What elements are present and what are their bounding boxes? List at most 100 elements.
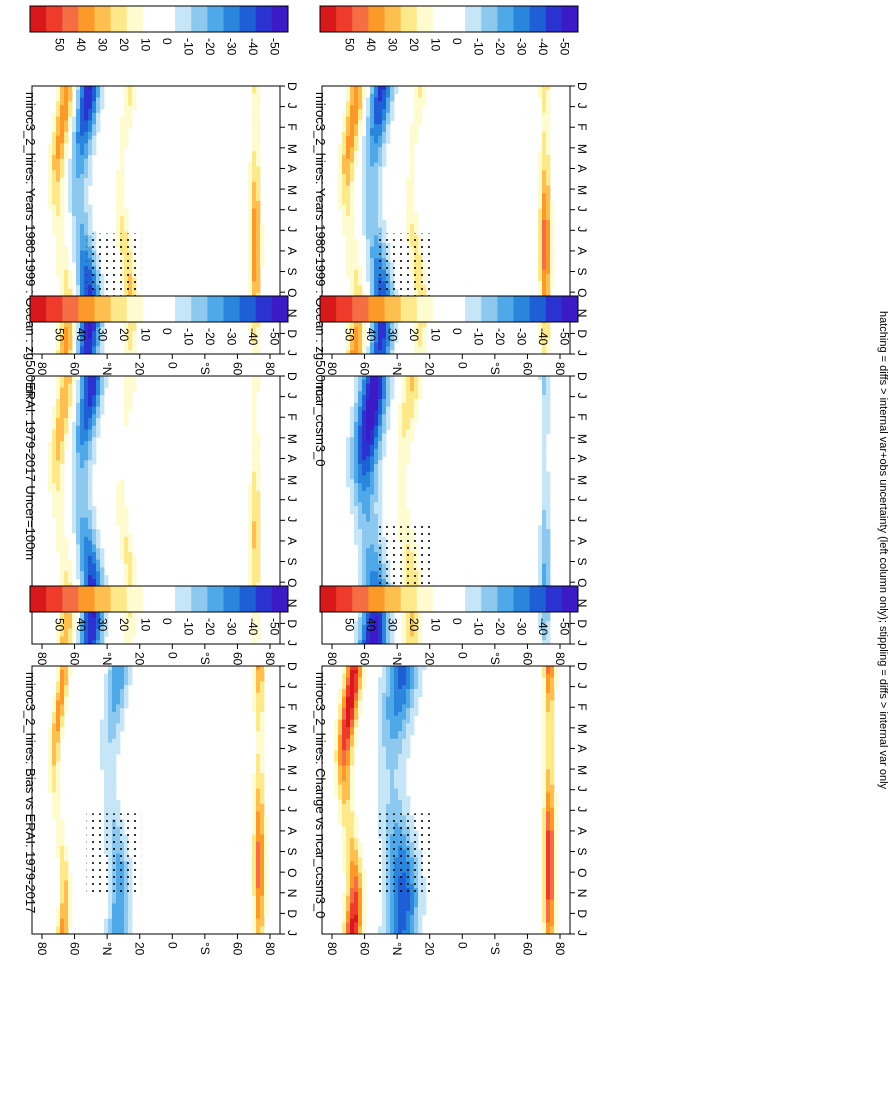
heatmap-cell [56, 479, 60, 483]
heatmap-cell [410, 170, 414, 174]
heatmap-cell [390, 380, 394, 384]
heatmap-cell [88, 224, 92, 228]
heatmap-cell [72, 228, 76, 232]
heatmap-cell [64, 923, 68, 927]
heatmap-cell [48, 735, 52, 739]
heatmap-cell [346, 201, 350, 205]
heatmap-cell [92, 560, 96, 564]
heatmap-cell [48, 777, 52, 781]
heatmap-cell [68, 193, 72, 197]
heatmap-cell [52, 456, 56, 460]
heatmap-cell [76, 285, 80, 289]
heatmap-cell [370, 407, 374, 411]
heatmap-cell [60, 418, 64, 422]
heatmap-cell [386, 132, 390, 136]
heatmap-cell [406, 514, 410, 518]
heatmap-cell [362, 414, 366, 418]
heatmap-cell [56, 212, 60, 216]
heatmap-cell [68, 896, 72, 900]
heatmap-cell [256, 178, 260, 182]
heatmap-cell [84, 502, 88, 506]
lat-tick-label: 60 [68, 362, 82, 376]
heatmap-cell [546, 636, 550, 640]
heatmap-cell [120, 120, 124, 124]
heatmap-cell [88, 94, 92, 98]
month-tick-label: A [285, 454, 299, 462]
heatmap-cell [56, 101, 60, 105]
heatmap-cell [72, 124, 76, 128]
heatmap-cell [60, 861, 64, 865]
heatmap-cell [124, 346, 128, 350]
heatmap-cell [104, 766, 108, 770]
heatmap-cell [48, 766, 52, 770]
heatmap-cell [338, 163, 342, 167]
heatmap-cell [56, 178, 60, 182]
heatmap-cell [362, 343, 366, 347]
heatmap-cell [402, 483, 406, 487]
heatmap-cell [116, 212, 120, 216]
heatmap-cell [248, 499, 252, 503]
heatmap-cell [80, 633, 84, 637]
heatmap-cell [84, 510, 88, 514]
heatmap-cell [108, 915, 112, 919]
heatmap-cell [68, 880, 72, 884]
heatmap-cell [546, 274, 550, 278]
heatmap-cell [124, 552, 128, 556]
heatmap-cell [120, 556, 124, 560]
heatmap-cell [256, 163, 260, 167]
colorbar-swatch [240, 586, 257, 612]
heatmap-cell [402, 468, 406, 472]
heatmap-cell [48, 758, 52, 762]
heatmap-cell [60, 209, 64, 213]
colorbar-label: -40 [536, 38, 550, 56]
heatmap-cell [96, 430, 100, 434]
heatmap-cell [60, 258, 64, 262]
heatmap-cell [350, 205, 354, 209]
colorbar-swatch [46, 6, 63, 32]
heatmap-cell [68, 331, 72, 335]
colorbar-label: -10 [182, 38, 196, 56]
heatmap-cell [248, 189, 252, 193]
heatmap-cell [418, 636, 422, 640]
heatmap-cell [248, 529, 252, 533]
heatmap-cell [550, 281, 554, 285]
heatmap-cell [60, 567, 64, 571]
heatmap-cell [56, 804, 60, 808]
heatmap-cell [76, 403, 80, 407]
heatmap-cell [252, 216, 256, 220]
heatmap-cell [362, 541, 366, 545]
heatmap-cell [350, 270, 354, 274]
heatmap-cell [84, 212, 88, 216]
heatmap-cell [128, 407, 132, 411]
heatmap-cell [72, 514, 76, 518]
heatmap-cell [546, 220, 550, 224]
heatmap-cell [362, 556, 366, 560]
heatmap-cell [362, 410, 366, 414]
heatmap-cell [128, 552, 132, 556]
heatmap-cell [346, 456, 350, 460]
heatmap-cell [378, 380, 382, 384]
heatmap-cell [56, 201, 60, 205]
heatmap-cell [52, 804, 56, 808]
heatmap-cell [546, 575, 550, 579]
heatmap-cell [84, 571, 88, 575]
heatmap-cell [410, 124, 414, 128]
heatmap-cell [374, 228, 378, 232]
heatmap-cell [60, 414, 64, 418]
heatmap-cell [358, 335, 362, 339]
heatmap-cell [252, 472, 256, 476]
heatmap-cell [120, 510, 124, 514]
heatmap-cell [260, 235, 264, 239]
heatmap-cell [256, 266, 260, 270]
heatmap-cell [382, 140, 386, 144]
heatmap-cell [68, 391, 72, 395]
heatmap-cell [48, 456, 52, 460]
heatmap-cell [84, 575, 88, 579]
heatmap-cell [80, 289, 84, 293]
heatmap-cell [104, 800, 108, 804]
heatmap-cell [402, 426, 406, 430]
heatmap-cell [248, 571, 252, 575]
heatmap-cell [60, 212, 64, 216]
heatmap-cell [362, 567, 366, 571]
heatmap-cell [414, 380, 418, 384]
